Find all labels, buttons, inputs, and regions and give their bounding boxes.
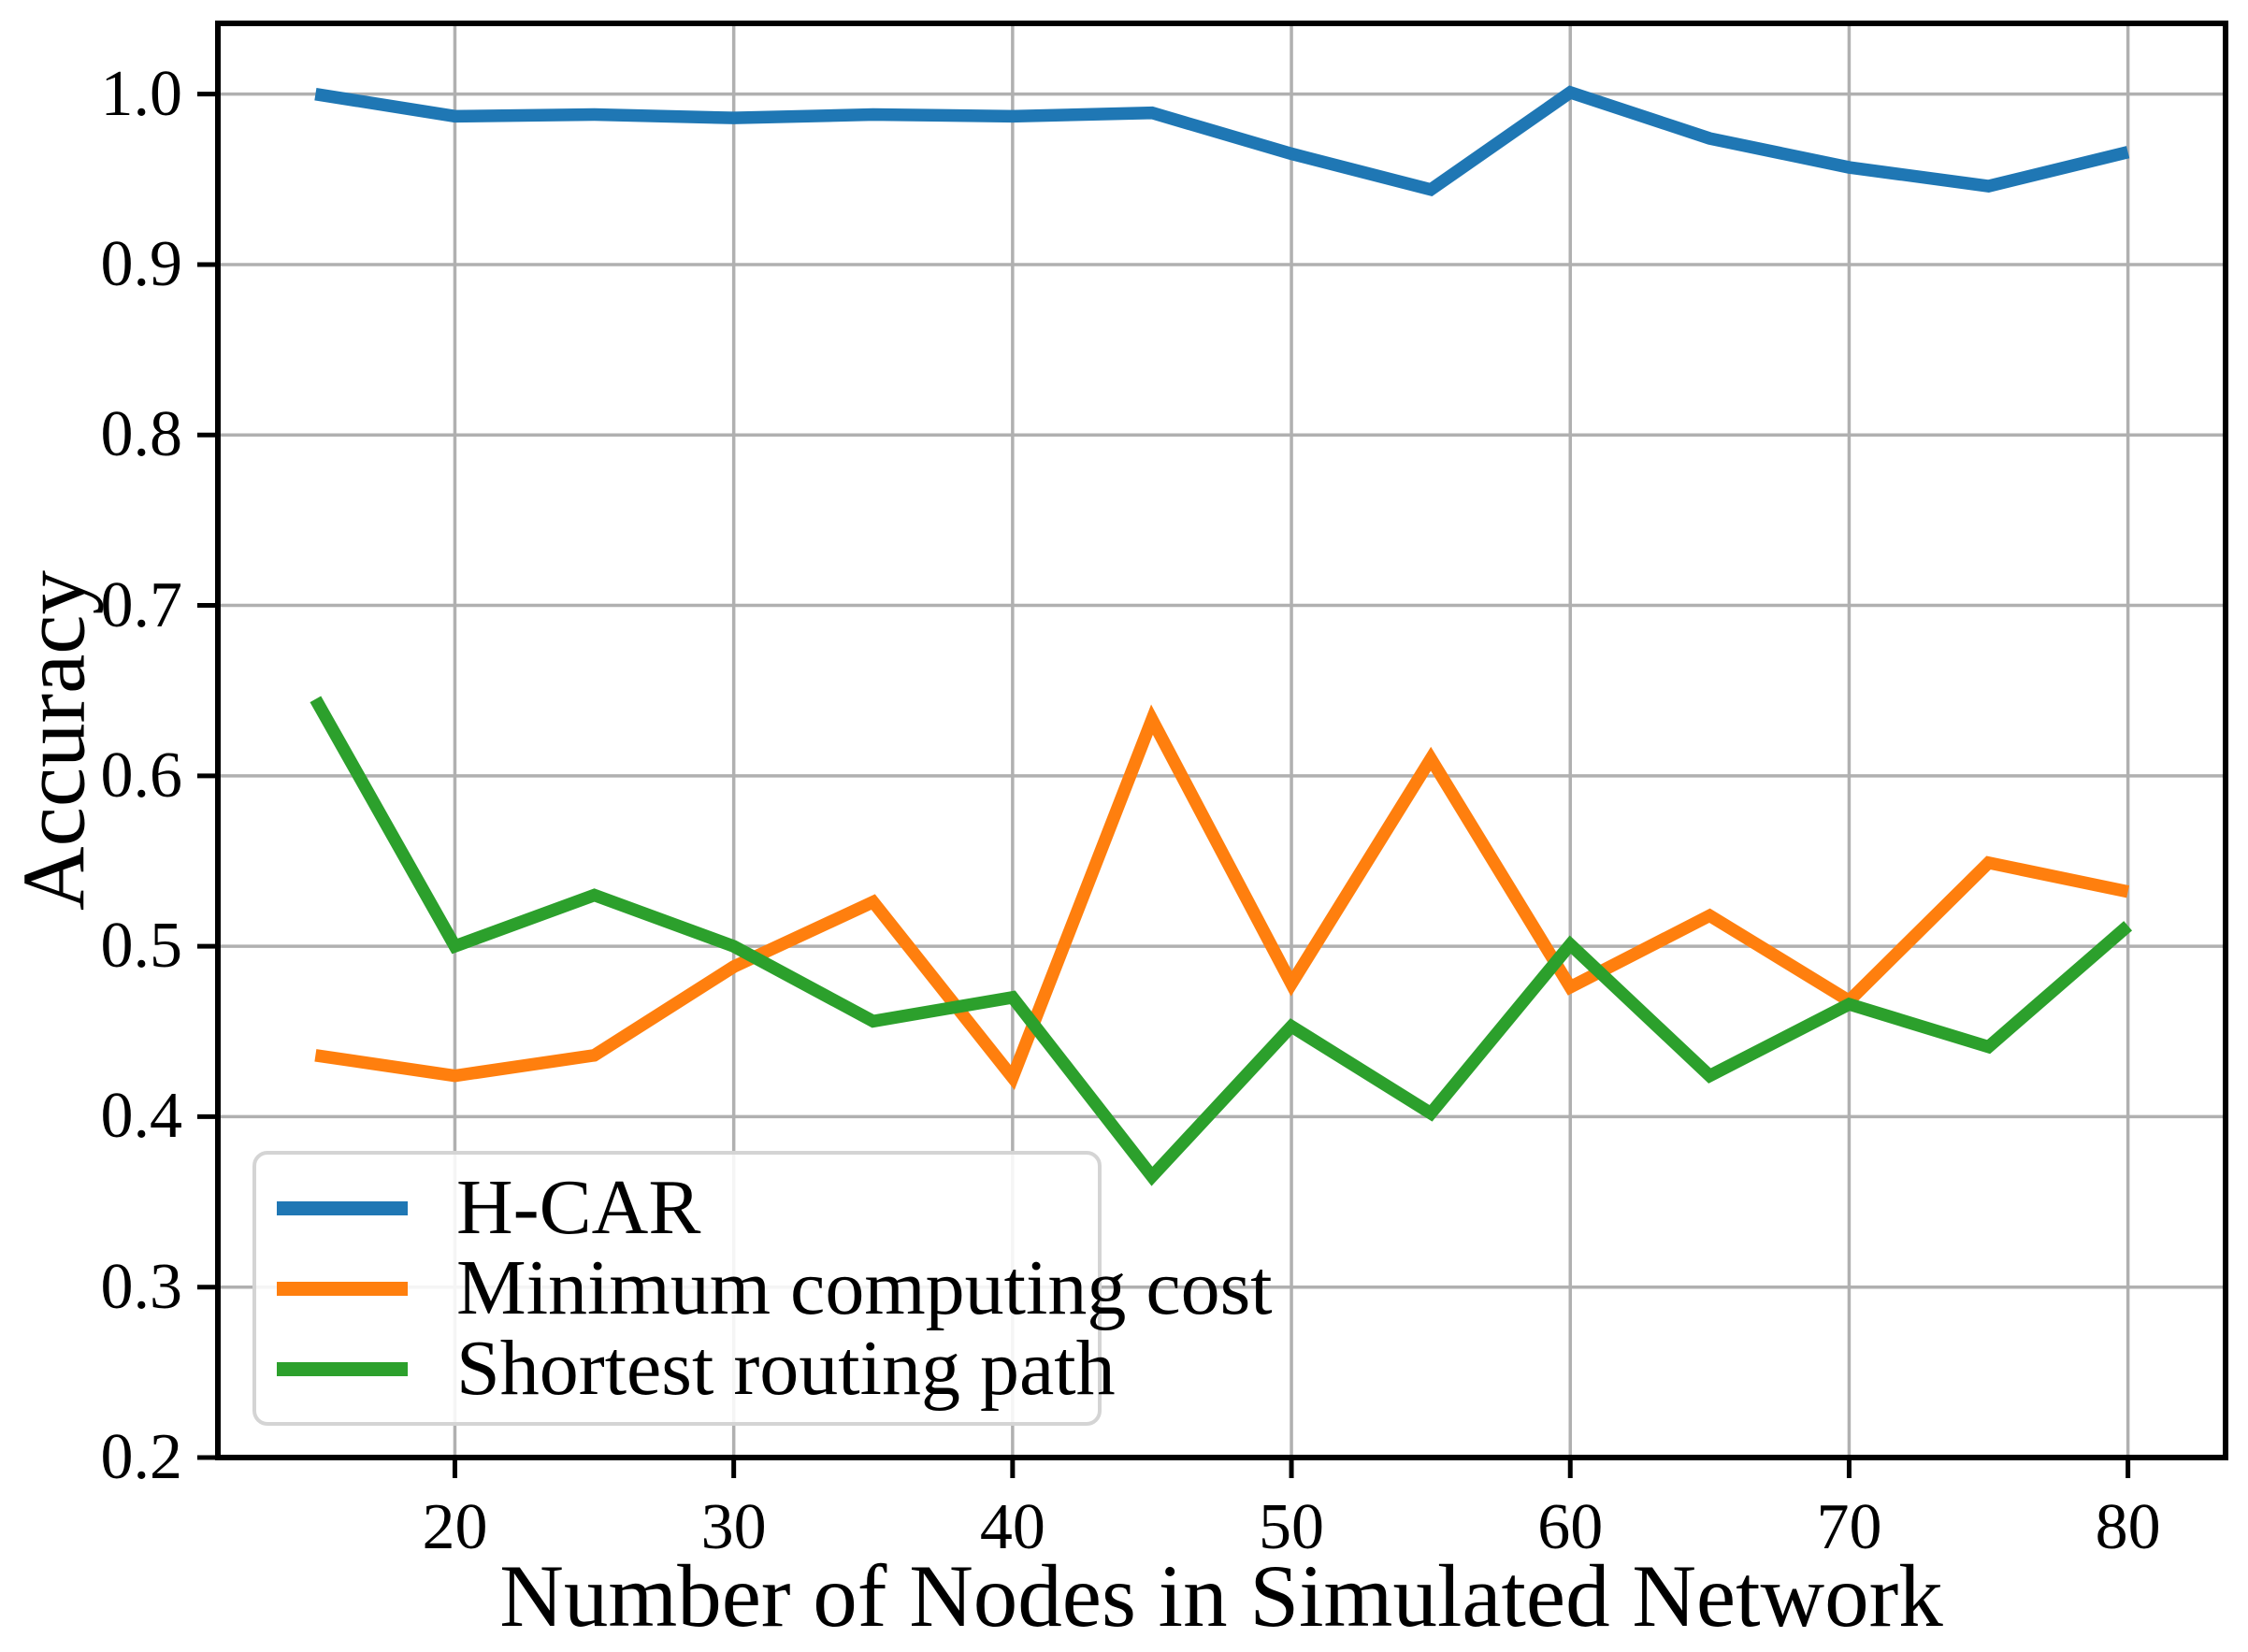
y-tick-label: 0.2 <box>100 1421 183 1493</box>
x-tick-label: 30 <box>700 1491 767 1563</box>
y-tick-label: 0.3 <box>100 1250 183 1323</box>
x-tick-label: 80 <box>2095 1491 2161 1563</box>
legend-swatch-shortest-routing-path <box>277 1361 408 1376</box>
x-tick-label: 20 <box>422 1491 488 1563</box>
y-tick-label: 0.6 <box>100 739 183 812</box>
legend-row: H-CAR <box>277 1168 1098 1248</box>
y-tick-label: 1.0 <box>100 57 183 130</box>
y-tick-label: 0.9 <box>100 227 183 300</box>
y-tick-label: 0.4 <box>100 1080 183 1153</box>
x-tick-label: 70 <box>1816 1491 1882 1563</box>
x-tick-label: 40 <box>979 1491 1045 1563</box>
plot-frame <box>215 21 2228 1460</box>
legend-row: Minimum computing cost <box>277 1248 1273 1329</box>
x-tick-label: 60 <box>1537 1491 1604 1563</box>
x-axis-title: Number of Nodes in Simulated Network <box>499 1546 1943 1645</box>
series-line-h-car <box>314 85 2130 197</box>
legend-swatch-h-car <box>277 1200 408 1215</box>
series-line-shortest-routing-path <box>310 696 2133 1186</box>
y-tick-label: 0.7 <box>100 568 183 641</box>
legend: H-CAR Minimum computing cost Shortest rout… <box>252 1151 1273 1426</box>
legend-label: Shortest routing path <box>456 1325 1116 1412</box>
y-tick-label: 0.5 <box>100 910 183 983</box>
legend-label: Minimum computing cost <box>456 1244 1273 1331</box>
legend-row: Shortest routing path <box>277 1329 1116 1409</box>
series-line-minimum-computing-cost <box>314 704 2130 1090</box>
legend-label: H-CAR <box>456 1164 701 1251</box>
y-tick-label: 0.8 <box>100 398 183 471</box>
y-axis-title: Accuracy <box>4 570 104 911</box>
x-tick-label: 50 <box>1259 1491 1325 1563</box>
legend-swatch-minimum-computing-cost <box>277 1281 408 1296</box>
